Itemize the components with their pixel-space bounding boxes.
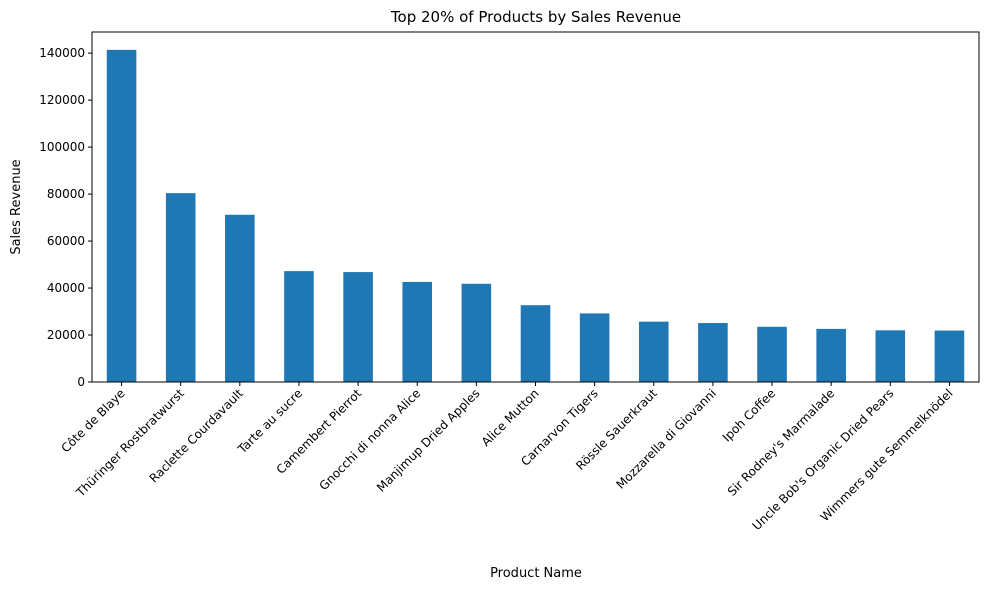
bar-12 — [816, 328, 846, 382]
y-axis: 0 20000 40000 60000 80000 100000 120000 140000 — [39, 46, 92, 389]
y-tick-label-1: 20000 — [47, 328, 85, 342]
y-tick-label-5: 100000 — [39, 140, 85, 154]
chart-title: Top 20% of Products by Sales Revenue — [390, 8, 681, 26]
bar-14 — [934, 330, 965, 382]
bar-4 — [343, 272, 373, 382]
y-axis-title: Sales Revenue — [9, 159, 24, 254]
x-tick-label-6: Manjimup Dried Apples — [374, 386, 483, 495]
y-tick-label-2: 40000 — [47, 281, 85, 295]
bar-13 — [875, 330, 906, 382]
bar-3 — [284, 271, 314, 382]
x-tick-label-5: Gnocchi di nonna Alice — [316, 386, 423, 493]
bar-1 — [165, 193, 196, 382]
y-tick-label-3: 60000 — [47, 234, 85, 248]
x-tick-label-1: Thüringer Rostbratwurst — [73, 386, 187, 500]
x-tick-label-14: Wimmers gute Semmelknödel — [818, 386, 956, 524]
y-tick-label-7: 140000 — [39, 46, 85, 60]
y-tick-label-6: 120000 — [39, 93, 85, 107]
x-tick-label-10: Mozzarella di Giovanni — [613, 386, 719, 492]
bar-0 — [106, 49, 137, 382]
bar-6 — [461, 283, 492, 382]
y-tick-label-4: 80000 — [47, 187, 85, 201]
bar-11 — [757, 326, 787, 382]
x-axis-title: Product Name — [490, 566, 582, 581]
x-tick-label-11: Ipoh Coffee — [720, 386, 778, 444]
bars-layer — [106, 49, 965, 382]
bar-5 — [402, 281, 433, 382]
bar-8 — [579, 313, 610, 382]
y-tick-label-0: 0 — [77, 375, 85, 389]
plot-frame — [91, 31, 980, 383]
x-tick-label-12: Sir Rodney's Marmalade — [725, 386, 837, 498]
bar-7 — [520, 305, 551, 382]
x-tick-label-7: Alice Mutton — [479, 386, 542, 449]
bar-10 — [698, 323, 728, 382]
bar-2 — [225, 214, 255, 382]
bar-9 — [638, 321, 669, 382]
